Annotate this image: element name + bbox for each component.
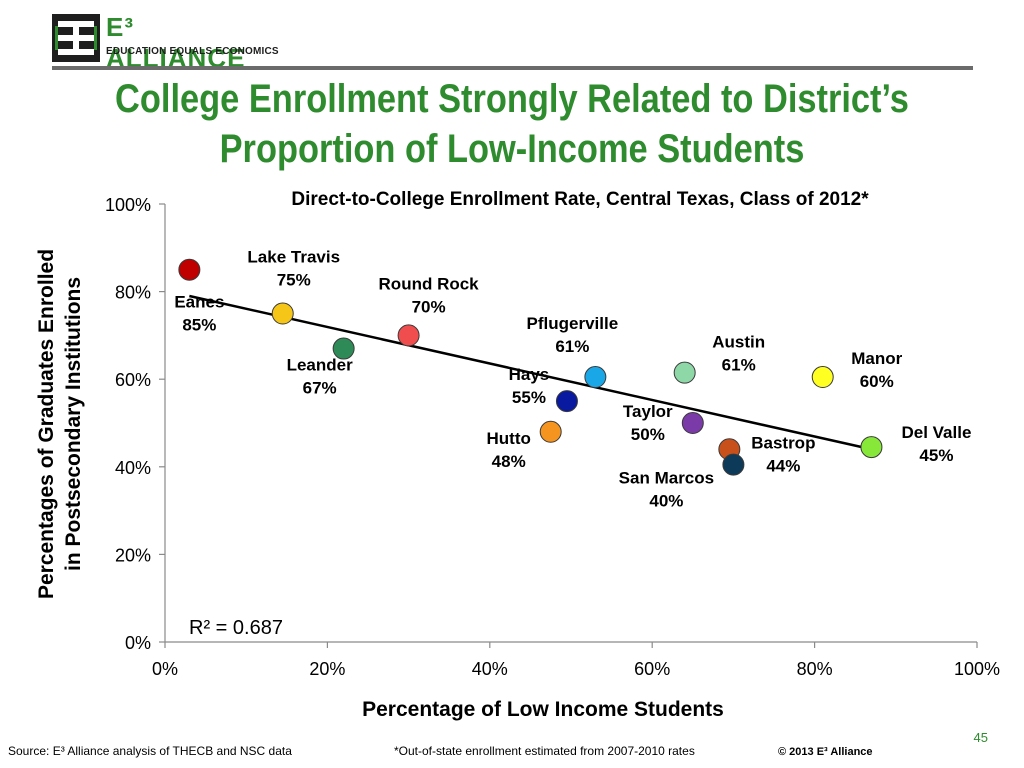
y-axis-label-line-2: in Postsecondary Institutions: [62, 277, 85, 571]
point-label-bastrop: Bastrop: [751, 433, 815, 452]
e3-logo-mark-icon: [52, 14, 100, 62]
slide-title-line-2: Proportion of Low-Income Students: [219, 127, 805, 171]
y-tick-label: 40%: [115, 458, 151, 478]
data-point-hutto: [539, 420, 562, 443]
data-point-pflugerville: [584, 366, 607, 389]
point-value-austin: 61%: [722, 356, 756, 375]
point-value-round-rock: 70%: [412, 297, 446, 316]
point-label-leander: Leander: [287, 356, 354, 375]
data-point-eanes: [178, 258, 201, 281]
data-point-hays: [555, 390, 578, 413]
r-squared-label: R² = 0.687: [189, 617, 283, 639]
point-label-round-rock: Round Rock: [379, 274, 480, 293]
point-label-san-marcos: San Marcos: [619, 469, 714, 488]
data-point-manor: [811, 366, 834, 389]
point-label-austin: Austin: [712, 333, 765, 352]
y-tick-label: 100%: [105, 195, 151, 215]
point-label-del-valle: Del Valle: [901, 423, 971, 442]
y-axis-label-line-1: Percentages of Graduates Enrolled: [35, 249, 58, 599]
point-value-manor: 60%: [860, 372, 894, 391]
data-point-lake-travis: [271, 302, 294, 325]
x-tick-label: 100%: [954, 659, 1000, 679]
point-value-lake-travis: 75%: [277, 271, 311, 290]
trendline: [189, 294, 872, 451]
y-tick-label: 20%: [115, 545, 151, 565]
point-value-pflugerville: 61%: [555, 337, 589, 356]
point-label-hays: Hays: [509, 365, 550, 384]
data-point-san-marcos: [722, 453, 745, 476]
data-point-leander: [332, 337, 355, 360]
x-tick-label: 40%: [472, 659, 508, 679]
point-label-manor: Manor: [851, 349, 902, 368]
footnote: *Out-of-state enrollment estimated from …: [394, 744, 695, 758]
point-value-hutto: 48%: [492, 452, 526, 471]
point-value-eanes: 85%: [182, 316, 216, 335]
point-value-hays: 55%: [512, 388, 546, 407]
source-note: Source: E³ Alliance analysis of THECB an…: [8, 744, 292, 758]
point-label-hutto: Hutto: [487, 429, 531, 448]
logo-tagline: EDUCATION EQUALS ECONOMICS: [106, 46, 279, 57]
data-point-taylor: [681, 412, 704, 434]
point-value-del-valle: 45%: [919, 446, 953, 465]
point-label-pflugerville: Pflugerville: [527, 314, 619, 333]
y-tick-label: 60%: [115, 370, 151, 390]
data-point-austin: [673, 361, 696, 384]
point-value-bastrop: 44%: [766, 456, 800, 475]
point-label-eanes: Eanes: [174, 293, 224, 312]
point-value-san-marcos: 40%: [649, 492, 683, 511]
point-value-taylor: 50%: [631, 425, 665, 444]
page-number: 45: [973, 730, 988, 745]
header-divider: [52, 66, 973, 70]
y-tick-label: 0%: [125, 633, 151, 653]
point-label-lake-travis: Lake Travis: [247, 248, 340, 267]
x-axis-label: Percentage of Low Income Students: [362, 698, 724, 721]
x-tick-label: 0%: [152, 659, 178, 679]
x-tick-label: 60%: [634, 659, 670, 679]
y-tick-label: 80%: [115, 283, 151, 303]
x-tick-label: 20%: [309, 659, 345, 679]
slide-title: College Enrollment Strongly Related to D…: [106, 74, 918, 174]
point-label-taylor: Taylor: [623, 402, 673, 421]
data-point-del-valle: [860, 436, 883, 459]
point-value-leander: 67%: [303, 379, 337, 398]
chart-title: Direct-to-College Enrollment Rate, Centr…: [291, 189, 869, 210]
copyright: © 2013 E³ Alliance: [778, 746, 873, 758]
slide-title-line-1: College Enrollment Strongly Related to D…: [115, 77, 909, 121]
x-tick-label: 80%: [797, 659, 833, 679]
data-point-round-rock: [397, 324, 420, 347]
